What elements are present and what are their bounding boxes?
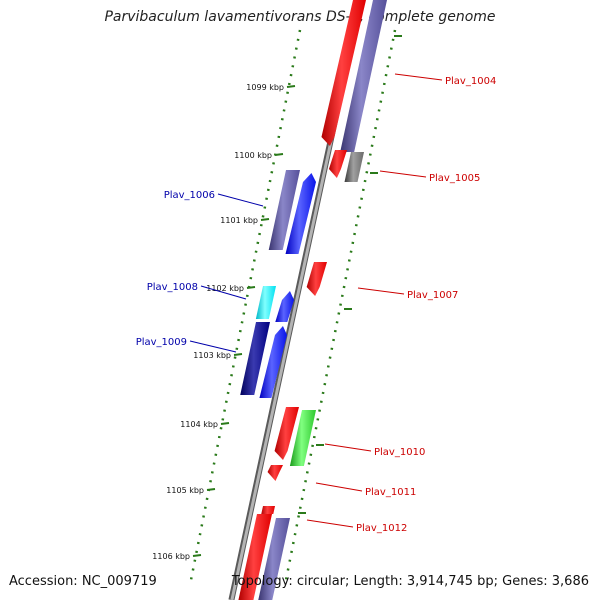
gene-label-leader [357, 287, 405, 295]
scale-tick [246, 286, 256, 289]
gene-plav-1008-blue[interactable] [275, 291, 294, 322]
scale-tick [220, 422, 230, 425]
gene-plav-1009-blue[interactable] [259, 326, 287, 398]
gene-plav-1006-blue[interactable] [285, 173, 316, 254]
scale-tick-label: 1105 kbp [166, 486, 204, 495]
scale-tick-label: 1101 kbp [220, 216, 258, 225]
gene-plav-1006-purple[interactable] [268, 170, 300, 250]
gene-plav-1005-grey[interactable] [344, 152, 364, 182]
gene-label-plav-1008[interactable]: Plav_1008 [147, 282, 198, 293]
gene-label-plav-1011[interactable]: Plav_1011 [365, 487, 416, 498]
scale-tick-label: 1099 kbp [246, 83, 284, 92]
gene-label-plav-1007[interactable]: Plav_1007 [407, 290, 458, 301]
gene-plav-1010-green[interactable] [289, 410, 316, 466]
gene-label-leader [189, 340, 237, 353]
gene-label-plav-1004[interactable]: Plav_1004 [445, 76, 496, 87]
scale-tick-label: 1106 kbp [152, 552, 190, 561]
scale-ticks: 1099 kbp 1100 kbp 1101 kbp 1102 kbp 1103 kbp… [152, 35, 402, 561]
gene-label-leader [324, 443, 372, 452]
gene-plav-1010-red[interactable] [274, 407, 299, 460]
gene-label-leader [200, 285, 247, 300]
gene-label-leader [306, 519, 354, 528]
gene-plav-1012-tip[interactable] [261, 506, 275, 514]
scale-tick [192, 554, 202, 557]
gene-plav-1012-red[interactable] [238, 514, 272, 600]
gene-label-leader [379, 170, 427, 178]
topology-text: Topology: circular; Length: 3,914,745 bp… [231, 574, 589, 589]
scale-tick-label: 1104 kbp [180, 420, 218, 429]
map-title: Parvibaculum lavamentivorans DS-1, compl… [104, 9, 496, 25]
scale-tick-label: 1102 kbp [206, 284, 244, 293]
scale-tick [286, 85, 296, 88]
gene-labels: Plav_1004 Plav_1005 Plav_1006 Plav_1007 Plav… [136, 73, 496, 534]
gene-label-plav-1010[interactable]: Plav_1010 [374, 447, 425, 458]
gene-plav-1004-purple[interactable] [340, 0, 387, 152]
gene-label-leader [315, 482, 363, 492]
scale-tick [206, 488, 216, 491]
gene-plav-1005-red[interactable] [328, 150, 347, 178]
gene-label-leader [394, 73, 443, 81]
gene-plav-1011[interactable] [267, 465, 283, 481]
gene-plav-1008-cyan[interactable] [255, 286, 276, 319]
accession-text: Accession: NC_009719 [9, 574, 157, 589]
gene-label-leader [217, 193, 264, 207]
gene-features [238, 0, 387, 600]
gene-label-plav-1012[interactable]: Plav_1012 [356, 523, 407, 534]
gene-label-plav-1006[interactable]: Plav_1006 [164, 190, 215, 201]
gene-plav-1004-red[interactable] [321, 0, 366, 146]
scale-tick-label: 1100 kbp [234, 151, 272, 160]
gene-plav-1012-purple[interactable] [258, 518, 290, 600]
gene-plav-1009-navy[interactable] [240, 322, 270, 395]
gene-plav-1007[interactable] [306, 262, 327, 296]
gene-label-plav-1009[interactable]: Plav_1009 [136, 337, 187, 348]
gene-label-plav-1005[interactable]: Plav_1005 [429, 173, 480, 184]
scale-tick-label: 1103 kbp [193, 351, 231, 360]
scale-tick [233, 353, 243, 356]
scale-tick [260, 218, 270, 221]
scale-tick [274, 153, 284, 156]
